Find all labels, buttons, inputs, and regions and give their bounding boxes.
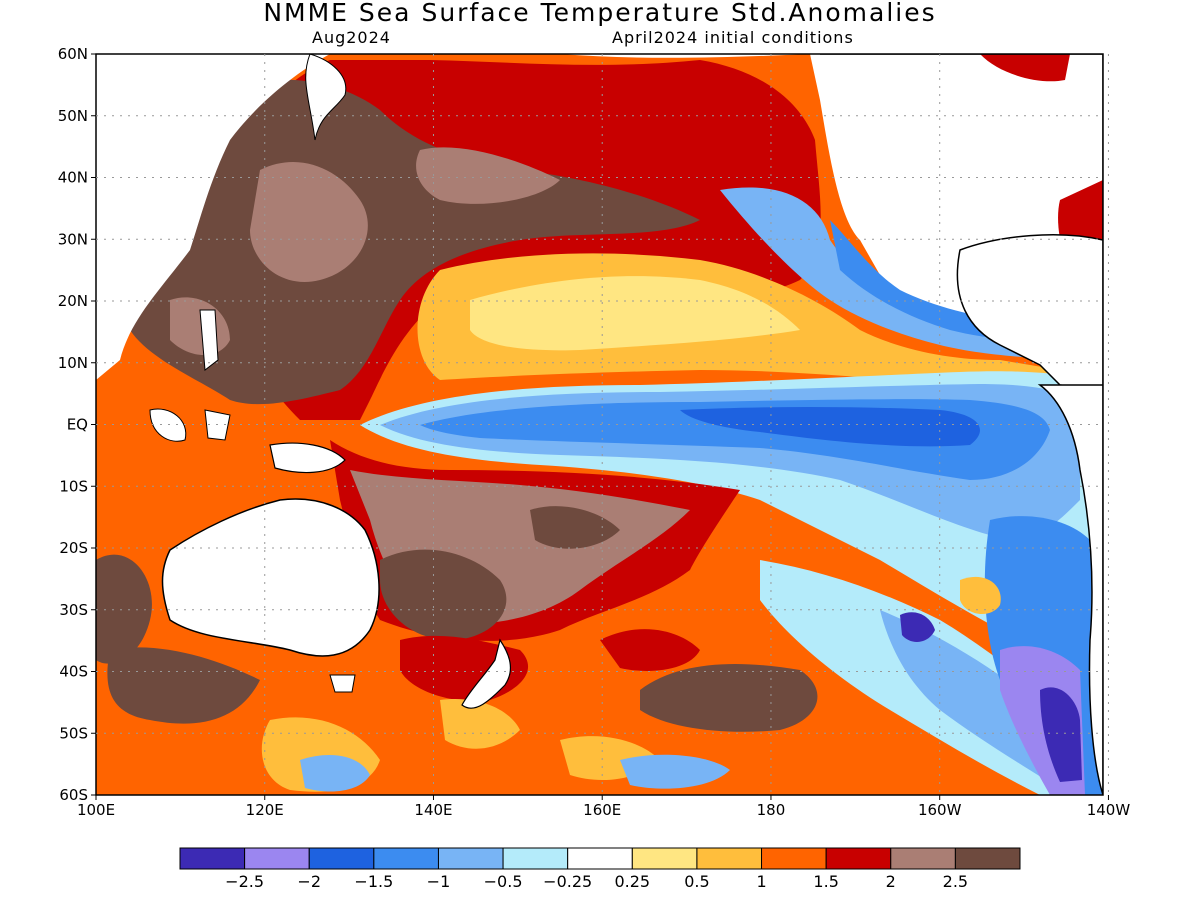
colorbar-swatch bbox=[179, 847, 246, 870]
land-asia bbox=[96, 54, 330, 380]
field-cold-eddy bbox=[900, 612, 935, 642]
field-subtropical-yellow bbox=[470, 276, 800, 351]
land-kamchatka bbox=[305, 54, 347, 141]
colorbar-swatch bbox=[631, 847, 698, 870]
lat-tick-label: 30S bbox=[59, 601, 88, 619]
colorbar-label: 0.5 bbox=[684, 872, 709, 891]
colorbar-swatch bbox=[244, 847, 310, 870]
field-south-red-patches bbox=[400, 629, 950, 704]
latitude-axis: 60N 50N 40N 30N 20N 10N EQ 10S 20S 30S 40S 50S 60S bbox=[58, 45, 96, 804]
land-new-zealand bbox=[461, 638, 512, 709]
colorbar-label: −1 bbox=[427, 872, 451, 891]
initial-conditions: April2024 initial conditions bbox=[612, 28, 854, 47]
field-warm-eddy bbox=[960, 576, 1001, 615]
colorbar-label: −2 bbox=[297, 872, 321, 891]
colorbar-label: 1 bbox=[756, 872, 766, 891]
lat-tick-label: 40S bbox=[59, 663, 88, 681]
field-se-deep-purple bbox=[1040, 687, 1082, 782]
lat-tick-label: 10N bbox=[58, 354, 88, 372]
colorbar-swatch bbox=[890, 847, 956, 870]
lon-tick-label: 120E bbox=[246, 801, 284, 819]
land-philippines bbox=[199, 309, 219, 371]
lon-tick-label: 100E bbox=[77, 801, 115, 819]
land-maritime-continent bbox=[149, 408, 231, 442]
colorbar-swatch bbox=[502, 847, 569, 870]
colorbar bbox=[179, 847, 1021, 870]
lat-tick-label: EQ bbox=[67, 416, 88, 434]
lat-tick-label: 20N bbox=[58, 292, 88, 310]
land-north-america bbox=[820, 54, 1103, 391]
field-hudson-red bbox=[980, 54, 1070, 82]
colorbar-swatch bbox=[567, 847, 633, 870]
colorbar-labels: −2.5 −2 −1.5 −1 −0.5 −0.25 0.25 0.5 1 1.5 2 2.5 bbox=[225, 872, 968, 891]
lat-tick-label: 50N bbox=[58, 107, 88, 125]
lat-tick-label: 50S bbox=[59, 724, 88, 742]
field-south-blue-patches bbox=[300, 754, 730, 792]
field-nw-brown-light bbox=[170, 147, 560, 355]
colorbar-label: 2 bbox=[886, 872, 896, 891]
colorbar-swatch bbox=[373, 847, 439, 870]
field-cold-tongue-deep bbox=[680, 407, 980, 447]
lon-tick-label: 140W bbox=[1087, 801, 1131, 819]
colorbar-label: 1.5 bbox=[813, 872, 838, 891]
lat-tick-label: 60N bbox=[58, 45, 88, 63]
colorbar-swatch bbox=[761, 847, 827, 870]
lon-tick-label: 140E bbox=[414, 801, 452, 819]
field-sw-brown bbox=[380, 506, 620, 640]
anomaly-field bbox=[96, 54, 1103, 795]
chart-title: NMME Sea Surface Temperature Std.Anomali… bbox=[263, 0, 937, 27]
colorbar-swatch bbox=[954, 847, 1021, 870]
lat-tick-label: 30N bbox=[58, 230, 88, 248]
field-south-brown-patches bbox=[96, 554, 818, 732]
land-new-guinea bbox=[269, 442, 346, 474]
colorbar-label: −1.5 bbox=[354, 872, 393, 891]
lat-tick-label: 60S bbox=[59, 786, 88, 804]
lon-tick-label: 180 bbox=[757, 801, 786, 819]
lat-tick-label: 40N bbox=[58, 169, 88, 187]
field-ne-coastal-blue bbox=[720, 187, 1103, 360]
field-nw-brown bbox=[128, 79, 701, 405]
colorbar-swatch bbox=[437, 847, 504, 870]
colorbar-swatch bbox=[696, 847, 763, 870]
colorbar-label: 2.5 bbox=[943, 872, 968, 891]
colorbar-label: −2.5 bbox=[225, 872, 264, 891]
land-tasmania bbox=[329, 674, 356, 693]
land-australia bbox=[161, 498, 380, 657]
colorbar-label: −0.25 bbox=[543, 872, 592, 891]
colorbar-swatch bbox=[308, 847, 375, 870]
colorbar-swatch bbox=[825, 847, 892, 870]
forecast-month: Aug2024 bbox=[312, 28, 391, 47]
lat-tick-label: 20S bbox=[59, 539, 88, 557]
lat-tick-label: 10S bbox=[59, 477, 88, 495]
lon-tick-label: 160W bbox=[918, 801, 962, 819]
field-ne-land-mask bbox=[96, 54, 1103, 330]
colorbar-label: −0.5 bbox=[484, 872, 523, 891]
colorbar-label: 0.25 bbox=[614, 872, 650, 891]
lon-tick-label: 160E bbox=[583, 801, 621, 819]
graticule bbox=[96, 54, 1109, 795]
land-south-america bbox=[1037, 384, 1103, 795]
longitude-axis: 100E120E140E160E180160W140W120W100W80W bbox=[77, 795, 1131, 819]
